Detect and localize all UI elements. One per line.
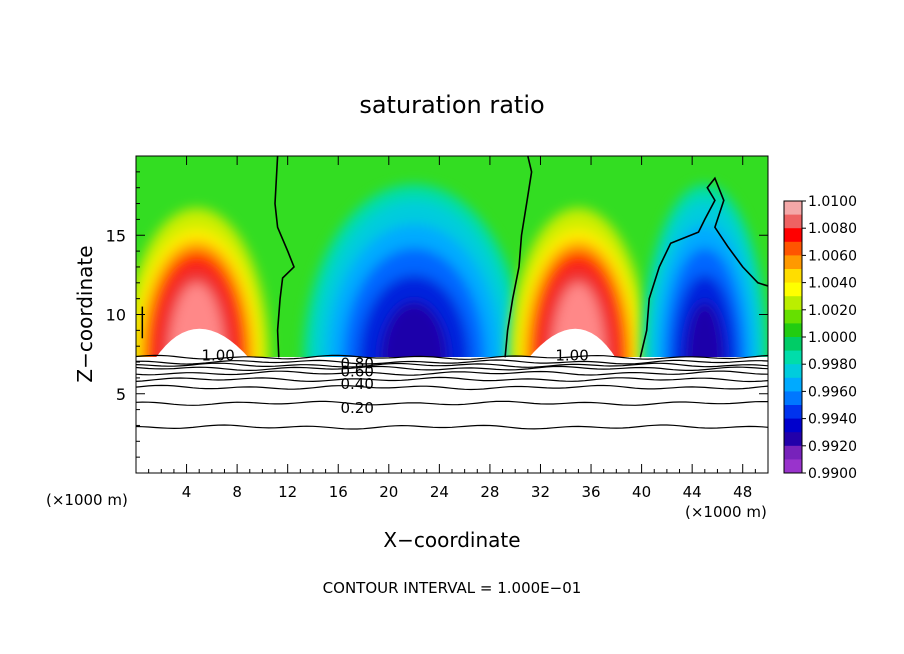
cloud-core-2 [527, 328, 617, 359]
x-unit-label-right: (×1000 m) [685, 503, 767, 521]
plot-area [136, 156, 768, 473]
contour-label: 0.40 [340, 375, 373, 393]
contour-label-layer: 1.00 1.00 0.800.600.40 0.20 [201, 347, 588, 417]
contour-line [136, 354, 768, 360]
cloud-core-1 [154, 328, 250, 359]
contour-line [136, 359, 768, 365]
colorbar-swatch [784, 201, 802, 216]
colorbar-swatch [784, 337, 802, 352]
contour-line [136, 362, 768, 368]
contour-line [136, 384, 768, 391]
colorbar-swatch [784, 445, 802, 460]
colorbar-swatch [784, 405, 802, 420]
x-tick-label: 40 [632, 483, 651, 501]
x-axis-title: X−coordinate [383, 528, 520, 552]
colorbar: 1.0100 1.0080 1.0060 1.0040 1.0020 1.0000 0.99… [783, 194, 857, 482]
x-tick-label: 24 [430, 483, 449, 501]
colorbar-label: 1.0020 [808, 303, 857, 319]
colorbar-swatch [784, 418, 802, 433]
colorbar-label: 1.0040 [808, 276, 857, 292]
colorbar-swatch [784, 459, 802, 474]
x-tick-label: 4 [182, 483, 192, 501]
colorbar-swatch [784, 323, 802, 338]
colorbar-label: 0.9920 [808, 439, 857, 455]
colorbar-swatch [784, 282, 802, 297]
contour-line [136, 370, 768, 376]
colorbar-swatch [784, 391, 802, 406]
colorbar-swatch [784, 241, 802, 256]
contour-label: 0.80 [340, 355, 373, 373]
x-tick-label: 16 [329, 483, 348, 501]
contour-line [136, 365, 768, 372]
isoline-1-00 [274, 156, 295, 358]
colorbar-label: 1.0080 [808, 221, 857, 237]
contour-label: 0.20 [340, 399, 373, 417]
x-tick-label: 12 [278, 483, 297, 501]
x-tick-label: 48 [733, 483, 752, 501]
contour-label: 0.60 [340, 363, 373, 381]
colorbar-swatch [784, 296, 802, 311]
y-axis: 5 10 15 [106, 171, 768, 458]
colorbar-swatch [784, 228, 802, 243]
x-tick-label: 20 [379, 483, 398, 501]
isoline-1-00 [504, 156, 533, 358]
colorbar-label: 1.0000 [808, 330, 857, 346]
x-tick-label: 8 [232, 483, 242, 501]
contour-line [136, 424, 768, 430]
colorbar-swatch [784, 214, 802, 229]
colorbar-label: 0.9960 [808, 384, 857, 400]
y-tick-label: 10 [106, 306, 126, 325]
contour-label: 1.00 [555, 347, 588, 365]
contour-line [136, 376, 768, 383]
lower-region [136, 357, 768, 473]
colorbar-swatch [784, 364, 802, 379]
contour-label: 1.00 [201, 347, 234, 365]
contour-line [136, 400, 768, 406]
colorbar-label: 1.0100 [808, 194, 857, 210]
chart-title: saturation ratio [359, 91, 544, 119]
colorbar-swatch [784, 350, 802, 365]
x-unit-label: (×1000 m) [46, 491, 128, 509]
x-tick-label: 32 [531, 483, 550, 501]
x-tick-label: 28 [480, 483, 499, 501]
y-axis-title: Z−coordinate [73, 245, 97, 382]
y-tick-label: 5 [116, 385, 126, 404]
y-tick-label: 15 [106, 226, 126, 245]
colorbar-swatch [784, 432, 802, 447]
contour-lines [136, 156, 768, 430]
colorbar-label: 0.9980 [808, 357, 857, 373]
x-tick-label: 44 [683, 483, 702, 501]
x-axis: 4 8 12 16 20 24 28 32 36 40 44 48 [148, 156, 756, 501]
contour-interval-footer: CONTOUR INTERVAL = 1.000E−01 [323, 579, 582, 597]
colorbar-label: 0.9900 [808, 466, 857, 482]
colorbar-label: 0.9940 [808, 412, 857, 428]
colorbar-swatch [784, 377, 802, 392]
colorbar-label: 1.0060 [808, 248, 857, 264]
colorbar-swatch [784, 309, 802, 324]
x-tick-label: 36 [581, 483, 600, 501]
colorbar-swatch [784, 255, 802, 270]
isoline-1-00 [639, 176, 768, 358]
colorbar-swatch [784, 269, 802, 284]
